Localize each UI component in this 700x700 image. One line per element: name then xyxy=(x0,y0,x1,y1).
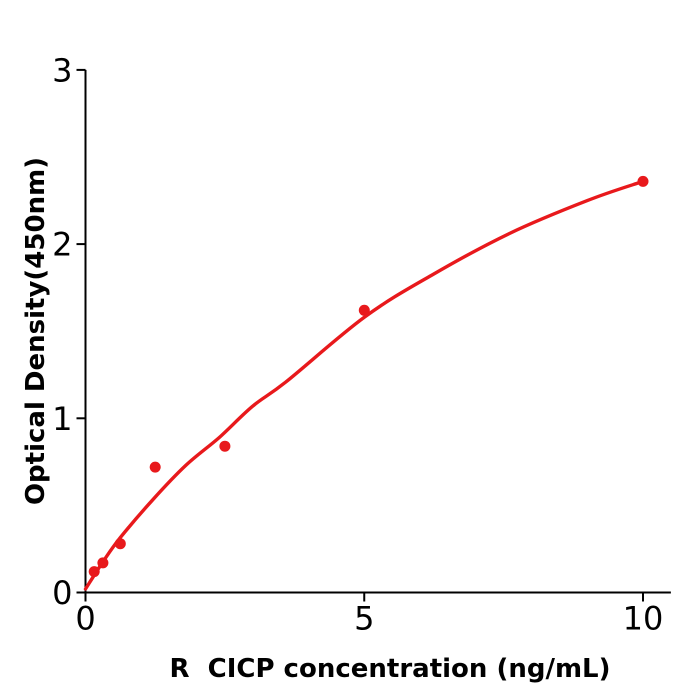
data-point xyxy=(219,440,231,452)
fit-curve-line xyxy=(83,179,645,591)
y-axis-label: Optical Density(450nm) xyxy=(21,157,51,505)
x-tick-label: 10 xyxy=(623,600,664,638)
data-point xyxy=(637,175,649,187)
data-point xyxy=(88,566,100,578)
y-tick-label: 0 xyxy=(52,574,72,612)
x-tick-label: 5 xyxy=(354,600,374,638)
x-axis-label: R CICP concentration (ng/mL) xyxy=(169,654,610,684)
y-tick-label: 2 xyxy=(52,226,72,264)
data-point xyxy=(149,461,161,473)
data-points-layer xyxy=(88,175,649,578)
data-point xyxy=(358,304,370,316)
y-tick-label: 1 xyxy=(52,400,72,438)
data-point xyxy=(97,557,109,569)
axes-layer: 0 1 2 3 0 5 10 xyxy=(52,51,671,638)
data-point xyxy=(114,538,126,550)
y-tick-label: 3 xyxy=(52,51,72,89)
x-tick-label: 0 xyxy=(75,600,95,638)
